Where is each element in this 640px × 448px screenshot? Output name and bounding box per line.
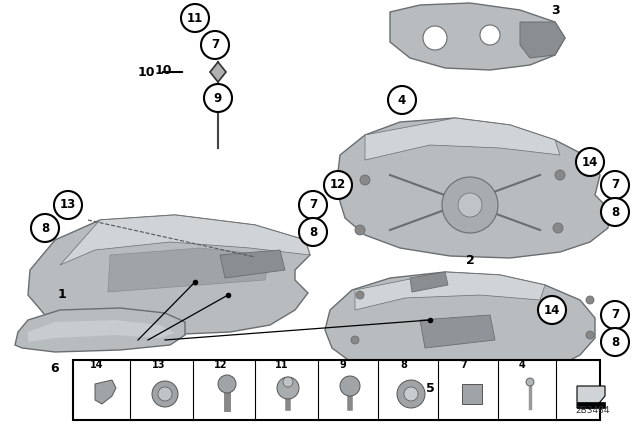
Circle shape [458, 193, 482, 217]
Circle shape [218, 375, 236, 393]
Circle shape [601, 171, 629, 199]
Circle shape [299, 218, 327, 246]
Text: 6: 6 [51, 362, 60, 375]
Text: 7: 7 [611, 178, 619, 191]
Circle shape [158, 387, 172, 401]
Text: 8: 8 [611, 336, 619, 349]
Polygon shape [95, 380, 116, 404]
Circle shape [586, 296, 594, 304]
Text: 5: 5 [426, 382, 435, 395]
Circle shape [601, 328, 629, 356]
Text: 3: 3 [550, 4, 559, 17]
Circle shape [397, 380, 425, 408]
Circle shape [181, 4, 209, 32]
Circle shape [388, 86, 416, 114]
Text: 7: 7 [460, 360, 467, 370]
Text: 10: 10 [138, 65, 155, 78]
Text: 8: 8 [309, 225, 317, 238]
Text: 13: 13 [60, 198, 76, 211]
Text: 8: 8 [611, 206, 619, 219]
Text: 2: 2 [466, 254, 474, 267]
Text: 2B3484: 2B3484 [575, 406, 610, 415]
Polygon shape [520, 22, 565, 58]
Text: 11: 11 [275, 360, 289, 370]
Text: 13: 13 [152, 360, 166, 370]
Polygon shape [28, 215, 310, 335]
Circle shape [601, 198, 629, 226]
Polygon shape [420, 315, 495, 348]
Text: 12: 12 [330, 178, 346, 191]
Circle shape [526, 378, 534, 386]
Polygon shape [410, 272, 448, 292]
Circle shape [54, 191, 82, 219]
Circle shape [152, 381, 178, 407]
Polygon shape [220, 250, 285, 278]
Circle shape [576, 148, 604, 176]
Text: 14: 14 [544, 303, 560, 316]
Text: 7: 7 [211, 39, 219, 52]
Circle shape [553, 223, 563, 233]
Circle shape [324, 171, 352, 199]
Circle shape [480, 25, 500, 45]
Circle shape [601, 301, 629, 329]
Text: 4: 4 [398, 94, 406, 107]
Circle shape [442, 177, 498, 233]
Circle shape [356, 291, 364, 299]
Text: 7: 7 [611, 309, 619, 322]
Text: 4: 4 [519, 360, 525, 370]
Circle shape [277, 377, 299, 399]
Polygon shape [60, 215, 310, 265]
Circle shape [423, 26, 447, 50]
Polygon shape [355, 272, 545, 310]
Text: 11: 11 [187, 12, 203, 25]
Text: 10: 10 [154, 64, 172, 77]
Text: 14: 14 [582, 155, 598, 168]
Circle shape [201, 31, 229, 59]
Circle shape [351, 336, 359, 344]
Polygon shape [577, 402, 605, 408]
Circle shape [204, 84, 232, 112]
Polygon shape [15, 308, 185, 352]
Polygon shape [210, 62, 226, 82]
Text: 1: 1 [58, 289, 67, 302]
Polygon shape [365, 118, 560, 160]
Text: 14: 14 [90, 360, 104, 370]
Circle shape [555, 170, 565, 180]
Polygon shape [390, 3, 565, 70]
Polygon shape [108, 248, 270, 292]
Circle shape [538, 296, 566, 324]
FancyBboxPatch shape [73, 360, 600, 420]
Text: 12: 12 [214, 360, 227, 370]
Circle shape [31, 214, 59, 242]
Polygon shape [338, 118, 610, 258]
Circle shape [404, 387, 418, 401]
Text: 7: 7 [309, 198, 317, 211]
Circle shape [586, 331, 594, 339]
Circle shape [355, 225, 365, 235]
Circle shape [299, 191, 327, 219]
Text: 8: 8 [400, 360, 407, 370]
Circle shape [360, 175, 370, 185]
Circle shape [340, 376, 360, 396]
Polygon shape [325, 272, 595, 382]
Text: 9: 9 [339, 360, 346, 370]
Text: 8: 8 [41, 221, 49, 234]
Polygon shape [28, 320, 175, 342]
Polygon shape [462, 384, 482, 404]
Text: 9: 9 [214, 91, 222, 104]
Polygon shape [577, 386, 605, 408]
Circle shape [283, 377, 293, 387]
